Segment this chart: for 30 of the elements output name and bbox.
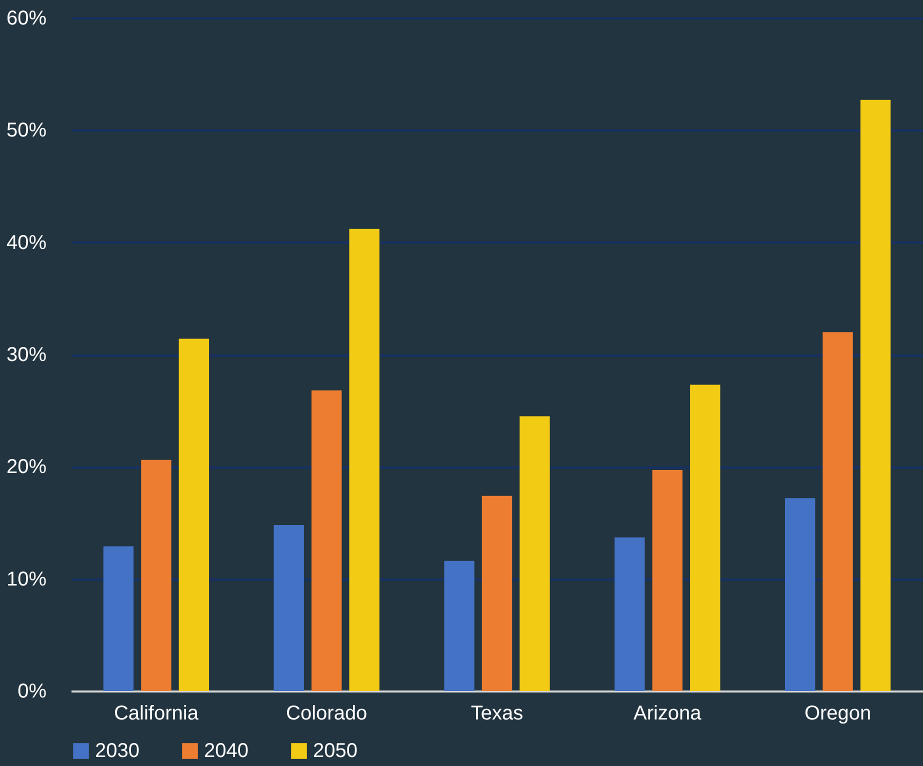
legend-label: 2050 xyxy=(313,740,358,762)
bar xyxy=(784,498,816,691)
bar xyxy=(520,416,550,691)
legend-label: 2040 xyxy=(204,740,248,762)
y-tick-label: 60% xyxy=(6,8,47,30)
bar xyxy=(822,332,853,691)
bar xyxy=(690,384,720,691)
bar xyxy=(312,390,342,691)
bar xyxy=(444,560,474,691)
bar xyxy=(178,338,210,691)
legend-label: 2030 xyxy=(95,740,140,762)
bar xyxy=(141,460,172,691)
bar xyxy=(482,496,512,691)
y-tick-label: 40% xyxy=(6,232,47,254)
bar xyxy=(860,100,891,691)
bar xyxy=(274,524,304,691)
y-tick-label: 20% xyxy=(6,456,47,478)
bar xyxy=(103,546,134,691)
bar xyxy=(614,537,645,691)
bar xyxy=(349,228,380,691)
bar xyxy=(652,470,682,691)
x-tick-label: Texas xyxy=(470,702,524,724)
y-tick-label: 30% xyxy=(6,344,47,366)
x-tick-label: Arizona xyxy=(633,702,702,724)
y-tick-label: 10% xyxy=(6,568,47,590)
y-tick-label: 50% xyxy=(6,120,47,142)
x-tick-label: Oregon xyxy=(804,702,872,724)
y-tick-label: 0% xyxy=(18,680,47,702)
x-tick-label: California xyxy=(114,702,200,724)
x-tick-label: Colorado xyxy=(286,702,368,724)
